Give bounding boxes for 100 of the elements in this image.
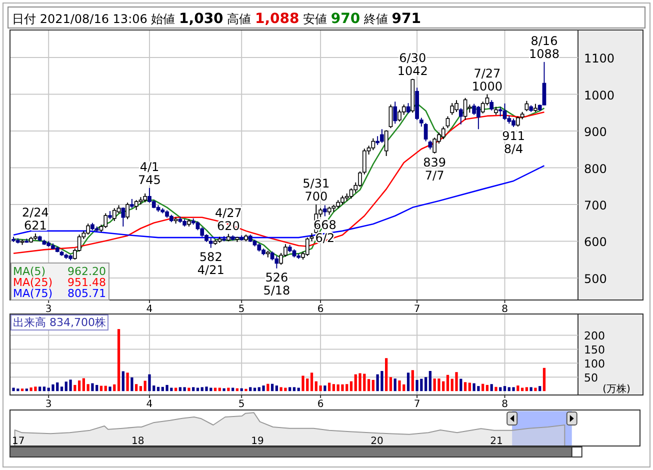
bar	[130, 377, 134, 392]
annotation: 7/27 1000	[472, 66, 502, 94]
bar	[530, 387, 532, 392]
y-tick-label: 1000	[584, 88, 615, 102]
bar	[196, 388, 200, 392]
bar	[490, 384, 493, 392]
bar	[266, 384, 270, 392]
bar	[319, 386, 322, 392]
bar	[438, 378, 440, 392]
candlestick	[86, 223, 90, 236]
x-tick-label: 6	[317, 399, 324, 410]
bar	[139, 386, 142, 392]
annotation: 2/24 621	[22, 206, 49, 232]
bar	[253, 388, 256, 392]
bar	[69, 380, 72, 392]
candlestick	[274, 255, 279, 269]
bar	[416, 380, 418, 392]
annotation: 839 7/7	[423, 155, 446, 182]
x-tick-label: 8	[502, 304, 508, 315]
bar	[91, 383, 94, 392]
x-tick-label: 19	[251, 436, 264, 447]
candlestick	[542, 61, 546, 106]
annotation: 4/1 745	[138, 160, 161, 187]
bar	[148, 374, 151, 392]
bar	[324, 386, 326, 392]
bar	[486, 384, 489, 392]
candlestick	[524, 100, 529, 112]
bar	[42, 386, 46, 392]
bar	[367, 379, 370, 392]
bar	[74, 384, 76, 392]
bar	[188, 388, 190, 392]
y-tick-label: 50	[584, 372, 598, 385]
x-tick-label: 4	[146, 304, 153, 315]
candlestick	[322, 204, 327, 217]
y-tick-label: 100	[584, 358, 605, 371]
bar	[78, 380, 81, 392]
y-axis-title: (万株)	[602, 383, 630, 395]
chart-title: 日付 2021/08/16 13:06 始値 1,030 高値 1,088 安値 970 終値 971	[12, 11, 421, 27]
candlestick	[112, 208, 116, 222]
bar	[122, 371, 124, 392]
y-tick-label: 900	[584, 125, 607, 140]
candlestick	[458, 108, 463, 125]
y-tick-label: 800	[584, 162, 607, 176]
bar	[398, 380, 401, 392]
bar	[446, 374, 450, 392]
candlestick	[446, 116, 450, 129]
bar	[372, 380, 374, 392]
bar	[135, 384, 138, 392]
bar	[166, 384, 168, 392]
candlestick	[349, 188, 354, 200]
annotation: 6/30 1042	[397, 50, 428, 78]
bar	[86, 384, 90, 392]
x-tick-label: 3	[45, 399, 52, 410]
candlestick	[384, 130, 388, 156]
x-tick-label: 7	[414, 399, 420, 410]
bar	[25, 388, 28, 392]
candlestick	[450, 102, 454, 116]
candlestick	[424, 122, 428, 142]
bar	[222, 388, 226, 392]
bar	[464, 382, 467, 392]
bar	[249, 387, 252, 392]
x-tick-label: 17	[12, 436, 25, 447]
x-tick-label: 5	[238, 304, 245, 315]
bar	[406, 372, 410, 392]
candlestick	[441, 126, 446, 140]
bar	[302, 376, 304, 392]
bar	[183, 387, 186, 392]
bar	[144, 380, 146, 392]
candlestick	[362, 148, 366, 175]
y-tick-label: 700	[584, 198, 607, 212]
bar	[499, 387, 502, 392]
bar	[494, 386, 498, 392]
bar	[244, 388, 248, 392]
candlestick	[130, 198, 134, 209]
annotation: 911 8/4	[502, 128, 525, 156]
bar	[288, 387, 292, 392]
bar	[82, 378, 85, 392]
annotation: 582 4/21	[197, 250, 224, 277]
candlestick	[432, 137, 437, 154]
candlestick	[104, 212, 108, 228]
bar	[108, 386, 112, 392]
candlestick	[371, 138, 376, 151]
x-tick-label: 6	[317, 304, 324, 315]
bar	[12, 388, 15, 392]
bar	[460, 378, 462, 392]
candlestick	[490, 100, 494, 111]
bar	[262, 386, 265, 392]
bar	[520, 388, 524, 392]
bar	[214, 388, 217, 392]
x-tick-label: 4	[146, 399, 153, 410]
bar	[482, 384, 484, 392]
bar	[174, 388, 178, 392]
x-tick-label: 21	[490, 436, 503, 447]
x-tick-label: 3	[45, 304, 52, 315]
bar	[516, 386, 520, 392]
bar	[525, 387, 528, 392]
bar	[205, 386, 208, 392]
candlestick	[134, 200, 138, 210]
bar	[38, 386, 42, 392]
bar	[468, 382, 471, 392]
